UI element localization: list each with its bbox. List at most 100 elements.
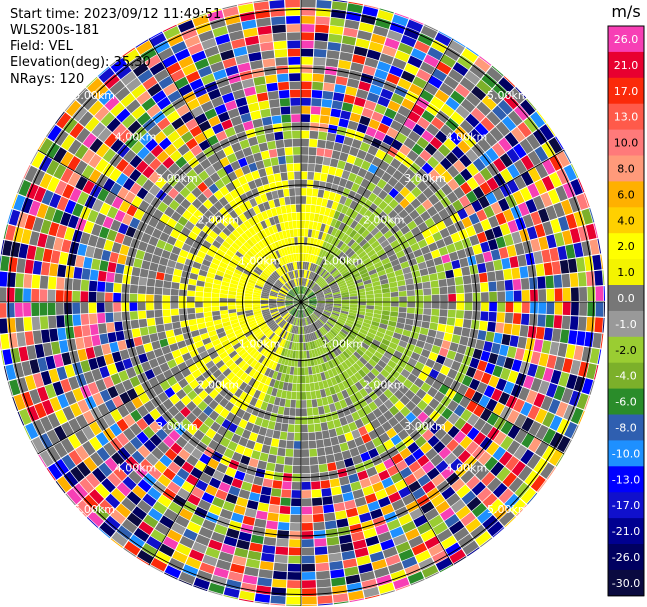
velocity-gate	[301, 228, 305, 237]
velocity-gate	[158, 543, 175, 557]
velocity-gate	[174, 372, 185, 382]
velocity-gate	[321, 165, 330, 174]
velocity-gate	[322, 496, 333, 505]
colorbar-tick-label: 6.0	[617, 188, 635, 201]
velocity-gate	[563, 150, 572, 164]
velocity-gate	[289, 89, 301, 98]
velocity-gate	[271, 312, 280, 317]
velocity-gate	[208, 439, 220, 451]
velocity-gate	[181, 367, 192, 378]
velocity-gate	[495, 236, 506, 249]
velocity-gate	[520, 487, 537, 504]
velocity-gate	[213, 567, 229, 579]
velocity-gate	[326, 50, 340, 60]
velocity-gate	[435, 354, 446, 365]
velocity-gate	[215, 130, 228, 142]
velocity-gate	[209, 262, 219, 270]
velocity-gate	[219, 298, 228, 302]
velocity-gate	[194, 132, 207, 145]
velocity-gate	[181, 461, 194, 474]
velocity-gate	[293, 342, 297, 351]
velocity-gate	[402, 329, 412, 337]
velocity-gate	[65, 100, 82, 117]
velocity-gate	[301, 449, 310, 458]
velocity-gate	[287, 213, 293, 222]
velocity-gate	[257, 333, 265, 340]
velocity-gate	[341, 102, 354, 112]
velocity-gate	[136, 431, 149, 445]
velocity-gate	[38, 454, 47, 468]
velocity-gate	[269, 446, 278, 456]
velocity-gate	[273, 397, 281, 406]
velocity-gate	[305, 253, 309, 262]
velocity-gate	[233, 504, 246, 516]
velocity-gate	[308, 303, 317, 307]
velocity-gate	[410, 226, 421, 237]
velocity-gate	[430, 96, 445, 110]
velocity-gate	[476, 381, 488, 395]
velocity-gate	[99, 226, 110, 239]
velocity-gate	[253, 1, 270, 11]
velocity-gate	[466, 163, 479, 177]
velocity-gate	[311, 89, 323, 99]
velocity-gate	[426, 206, 438, 217]
velocity-gate	[298, 302, 301, 310]
velocity-gate	[161, 345, 172, 355]
velocity-gate	[358, 295, 366, 299]
velocity-gate	[453, 159, 466, 173]
velocity-gate	[182, 63, 197, 76]
velocity-gate	[440, 302, 448, 310]
velocity-gate	[88, 280, 98, 292]
velocity-gate	[152, 365, 163, 377]
colorbar-tick-label: 21.0	[614, 59, 639, 72]
velocity-gate	[339, 399, 348, 409]
velocity-gate	[257, 502, 269, 512]
velocity-gate	[0, 287, 7, 302]
velocity-gate	[228, 305, 236, 310]
velocity-gate	[290, 254, 295, 262]
velocity-gate	[397, 429, 409, 441]
velocity-gate	[277, 305, 286, 309]
velocity-gate	[83, 494, 99, 511]
velocity-gate	[430, 280, 439, 288]
velocity-gate	[453, 430, 467, 444]
velocity-gate	[111, 351, 122, 363]
velocity-gate	[455, 310, 464, 319]
velocity-gate	[289, 81, 301, 90]
velocity-gate	[551, 328, 562, 342]
velocity-gate	[24, 165, 38, 183]
velocity-gate	[382, 378, 392, 389]
velocity-gate	[374, 335, 383, 343]
velocity-gate	[145, 294, 154, 302]
velocity-gate	[148, 236, 159, 247]
velocity-gate	[307, 333, 312, 342]
velocity-gate	[315, 275, 322, 283]
velocity-gate	[359, 356, 368, 366]
velocity-gate	[345, 180, 354, 190]
velocity-gate	[173, 181, 185, 193]
velocity-gate	[323, 438, 332, 447]
velocity-gate	[202, 519, 216, 531]
velocity-gate	[126, 99, 141, 114]
velocity-gate	[371, 354, 381, 364]
velocity-gate	[339, 152, 349, 162]
velocity-gate	[219, 244, 228, 253]
velocity-gate	[363, 375, 372, 385]
velocity-gate	[334, 168, 344, 178]
velocity-gate	[351, 429, 361, 439]
velocity-gate	[162, 467, 176, 481]
velocity-gate	[292, 138, 301, 147]
velocity-gate	[409, 18, 424, 25]
velocity-gate	[315, 554, 329, 564]
velocity-gate	[241, 183, 251, 193]
velocity-gate	[341, 294, 350, 298]
velocity-gate	[432, 550, 449, 564]
velocity-gate	[473, 431, 487, 446]
velocity-gate	[220, 313, 229, 319]
velocity-gate	[341, 306, 350, 310]
velocity-gate	[250, 484, 262, 494]
velocity-gate	[600, 254, 604, 270]
velocity-gate	[219, 302, 228, 307]
velocity-gate	[181, 131, 194, 143]
velocity-gate	[257, 25, 272, 36]
